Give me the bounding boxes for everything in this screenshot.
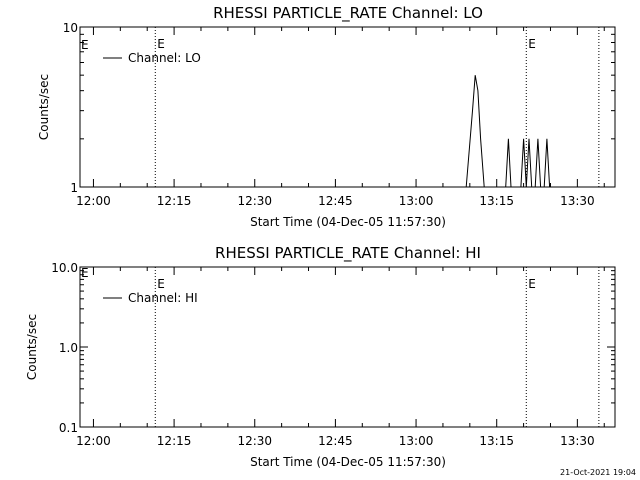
y-tick-label: 1.0 — [59, 341, 78, 355]
x-tick-label: 12:15 — [157, 194, 192, 208]
x-tick-label: 13:15 — [479, 434, 514, 448]
event-marker-label: E — [157, 277, 165, 291]
series-plot — [465, 75, 551, 188]
start-marker-label: E — [81, 38, 89, 52]
y-axis-label: Counts/sec — [25, 314, 39, 380]
x-tick-label: 12:30 — [237, 434, 272, 448]
series-line — [465, 75, 551, 188]
y-tick-label: 10.0 — [51, 261, 78, 275]
chart-title: RHESSI PARTICLE_RATE Channel: HI — [215, 244, 481, 263]
x-tick-label: 12:45 — [318, 434, 353, 448]
panel-hi: RHESSI PARTICLE_RATE Channel: HI Counts/… — [25, 244, 616, 469]
x-tick-label: 12:00 — [76, 194, 111, 208]
panel-lo: RHESSI PARTICLE_RATE Channel: LO Counts/… — [37, 4, 616, 229]
axis-ticks: 12:00 12:15 12:30 12:45 13:00 13:15 13:30 1 10 — [63, 21, 615, 208]
y-axis-label: Counts/sec — [37, 74, 51, 140]
plot-frame — [79, 26, 616, 188]
x-tick-label: 12:30 — [237, 194, 272, 208]
x-tick-label: 12:45 — [318, 194, 353, 208]
start-marker-label: E — [81, 266, 89, 280]
x-tick-label: 13:30 — [560, 194, 595, 208]
y-tick-label: 10 — [63, 21, 78, 35]
event-marker-label: E — [528, 277, 536, 291]
footer-timestamp: 21-Oct-2021 19:04 — [560, 468, 636, 477]
chart-title: RHESSI PARTICLE_RATE Channel: LO — [213, 4, 483, 23]
legend-entry: Channel: HI — [128, 291, 198, 305]
y-tick-label: 1 — [70, 181, 78, 195]
x-tick-label: 12:15 — [157, 434, 192, 448]
event-marker-label: E — [528, 37, 536, 51]
x-tick-label: 13:30 — [560, 434, 595, 448]
x-tick-label: 13:00 — [399, 194, 434, 208]
x-axis-label: Start Time (04-Dec-05 11:57:30) — [250, 215, 446, 229]
event-marker-label: E — [157, 37, 165, 51]
x-tick-label: 12:00 — [76, 434, 111, 448]
legend-entry: Channel: LO — [128, 51, 201, 65]
axis-ticks: 12:00 12:15 12:30 12:45 13:00 13:15 13:30 0.1 1.… — [51, 261, 615, 448]
x-tick-label: 13:15 — [479, 194, 514, 208]
x-tick-label: 13:00 — [399, 434, 434, 448]
y-tick-label: 0.1 — [59, 421, 78, 435]
x-axis-label: Start Time (04-Dec-05 11:57:30) — [250, 455, 446, 469]
